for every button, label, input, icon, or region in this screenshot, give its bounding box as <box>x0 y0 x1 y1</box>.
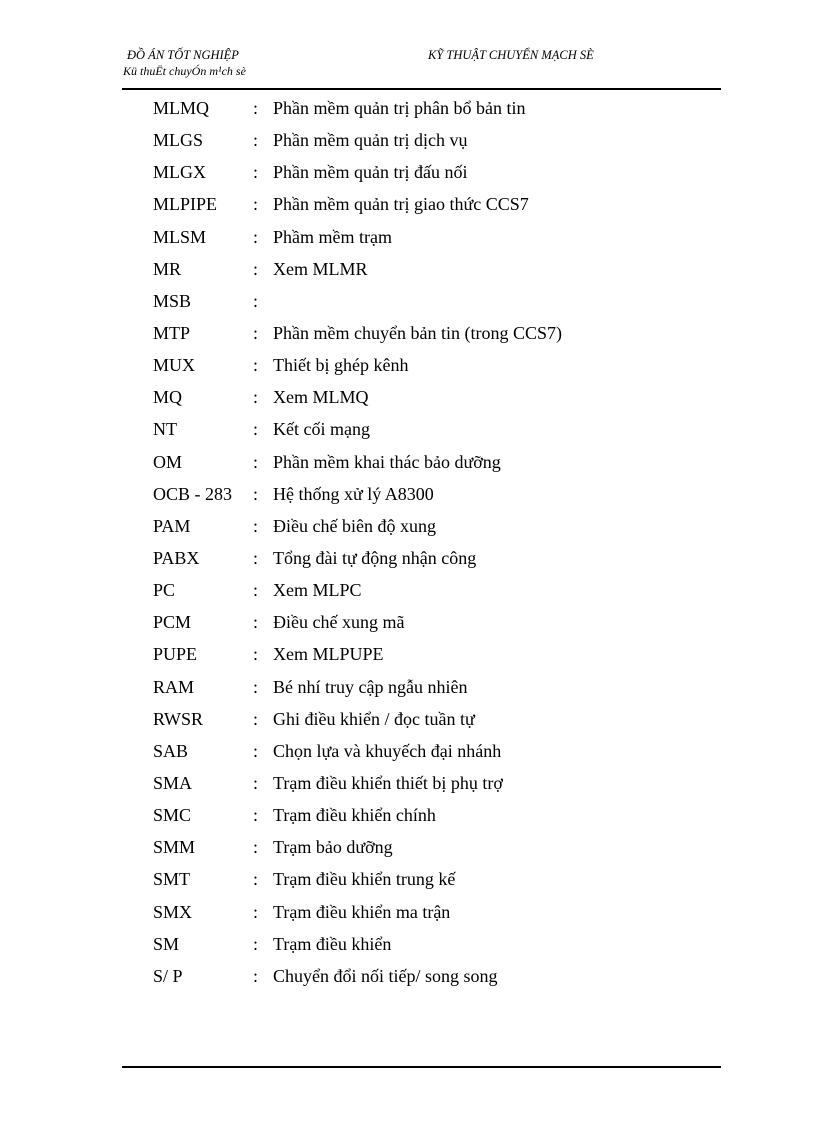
definition: Phần mềm quản trị đấu nối <box>273 162 468 183</box>
separator: : <box>253 740 259 761</box>
footer-divider <box>122 1066 721 1068</box>
definition: Xem MLMQ <box>273 387 369 408</box>
definition: Trạm điều khiển ma trận <box>273 901 451 922</box>
separator: : <box>253 419 259 440</box>
separator: : <box>253 355 259 376</box>
separator: : <box>253 612 259 633</box>
separator: : <box>253 933 259 954</box>
abbreviation: MLMQ <box>153 98 210 118</box>
definition: Phầm mềm trạm <box>273 226 392 247</box>
definition: Chuyển đổi nối tiếp/ song song <box>273 965 498 986</box>
definition: Trạm điều khiển <box>273 933 392 954</box>
definition: Điều chế xung mã <box>273 612 405 633</box>
definition: Điều chế biên độ xung <box>273 515 436 536</box>
separator: : <box>253 226 259 247</box>
separator: : <box>253 194 259 215</box>
abbreviation: PC <box>153 580 176 601</box>
definition: Xem MLPUPE <box>273 644 384 665</box>
separator: : <box>253 387 259 408</box>
definition: Xem MLPC <box>273 580 362 601</box>
definition: Phần mềm quản trị phân bổ bản tin <box>273 98 526 118</box>
abbreviation: MQ <box>153 387 183 408</box>
abbreviation: PABX <box>153 547 200 568</box>
abbreviation: S/ P <box>153 965 183 986</box>
definition: Trạm điều khiển trung kế <box>273 869 456 890</box>
definition: Ghi điều khiển / đọc tuần tự <box>273 708 475 729</box>
abbreviation: RAM <box>153 676 195 697</box>
header-subtitle: Kü thuËt chuyÓn m¹ch sè <box>123 64 246 78</box>
separator: : <box>253 258 259 279</box>
abbreviation: PUPE <box>153 644 198 665</box>
definition: Tổng đài tự động nhận công <box>273 547 477 568</box>
separator: : <box>253 130 259 151</box>
definition: Chọn lựa và khuyếch đại nhánh <box>273 740 502 761</box>
separator: : <box>253 837 259 858</box>
definition: Phần mềm khai thác bảo dưỡng <box>273 451 501 472</box>
definition: Bé nhí truy cập ngẫu nhiên <box>273 676 468 697</box>
abbreviation: MLPIPE <box>153 194 218 215</box>
definition: Xem MLMR <box>273 258 368 279</box>
abbreviation: SMT <box>153 869 191 890</box>
separator: : <box>253 805 259 826</box>
abbreviation: MR <box>153 258 182 279</box>
abbreviation: OM <box>153 451 183 472</box>
separator: : <box>253 483 259 504</box>
header-divider <box>122 88 721 90</box>
definition: Trạm điều khiển chính <box>273 805 436 826</box>
abbreviation: MTP <box>153 322 191 343</box>
separator: : <box>253 515 259 536</box>
abbreviation: SAB <box>153 740 189 761</box>
abbreviation: SM <box>153 933 180 954</box>
abbreviation: SMC <box>153 805 192 826</box>
abbreviation: MLGS <box>153 130 204 151</box>
abbreviation: SMX <box>153 901 193 922</box>
definition: Trạm điều khiển thiết bị phụ trợ <box>273 772 503 793</box>
abbreviation: OCB - 283 <box>153 483 233 504</box>
separator: : <box>253 644 259 665</box>
definition: Trạm bảo dưỡng <box>273 837 393 858</box>
separator: : <box>253 451 259 472</box>
header-title: ĐỒ ÁN TỐT NGHIỆP <box>127 48 239 62</box>
definition: Kết cối mạng <box>273 419 370 440</box>
definition: Phần mềm quản trị giao thức CCS7 <box>273 194 529 215</box>
separator: : <box>253 708 259 729</box>
abbreviation: NT <box>153 419 177 440</box>
separator: : <box>253 98 259 118</box>
abbreviation: MLGX <box>153 162 206 183</box>
header-right-title: KỸ THUẬT CHUYỂN MẠCH SÈ <box>428 48 594 62</box>
abbreviation: PCM <box>153 612 192 633</box>
abbreviation: MLSM <box>153 226 207 247</box>
abbreviation: MUX <box>153 355 196 376</box>
separator: : <box>253 162 259 183</box>
separator: : <box>253 580 259 601</box>
definition: Thiết bị ghép kênh <box>273 355 409 376</box>
separator: : <box>253 290 259 311</box>
separator: : <box>253 901 259 922</box>
separator: : <box>253 869 259 890</box>
definition: Phần mềm quản trị dịch vụ <box>273 130 468 151</box>
separator: : <box>253 322 259 343</box>
definition: Hệ thống xử lý A8300 <box>273 483 434 504</box>
definition: Phần mềm chuyển bản tin (trong CCS7) <box>273 322 562 343</box>
separator: : <box>253 676 259 697</box>
separator: : <box>253 965 259 986</box>
abbreviation: SMM <box>153 837 196 858</box>
abbreviation: RWSR <box>153 708 204 729</box>
abbreviation: MSB <box>153 290 192 311</box>
separator: : <box>253 547 259 568</box>
abbreviation: SMA <box>153 772 193 793</box>
separator: : <box>253 772 259 793</box>
abbreviation: PAM <box>153 515 191 536</box>
